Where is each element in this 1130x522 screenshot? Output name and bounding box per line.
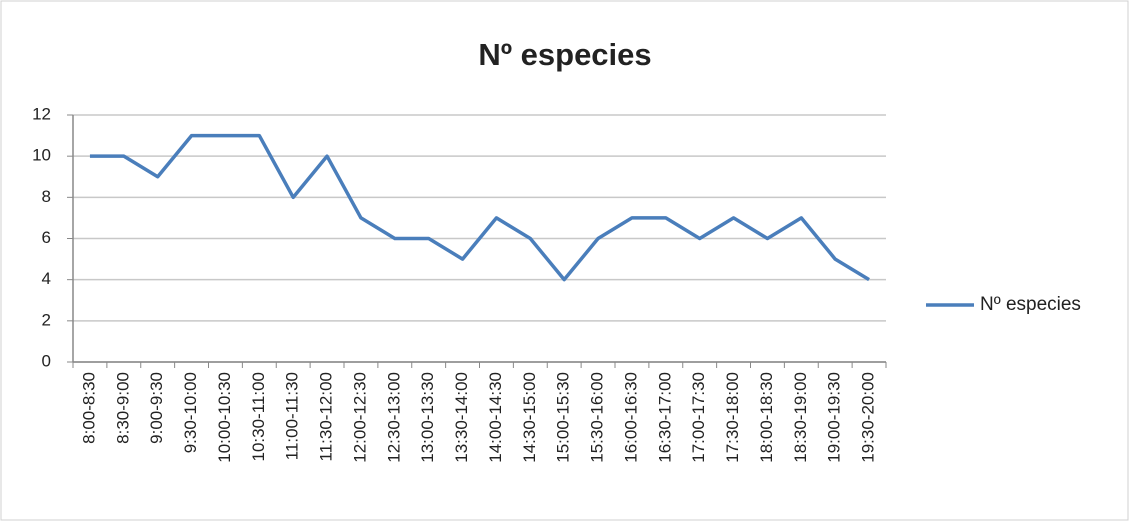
x-tick-label: 11:00-11:30 [283,372,302,460]
x-tick-label: 8:00-8:30 [79,372,98,444]
x-tick-label: 15:00-15:30 [554,372,573,463]
x-tick-label: 19:00-19:30 [825,372,844,463]
x-tick-label: 9:30-10:00 [181,372,200,453]
x-tick-label: 11:30-12:00 [317,372,336,461]
x-tick-label: 13:30-14:00 [452,372,471,463]
legend-label: Nº especies [980,294,1081,315]
y-tick-label: 4 [42,269,51,288]
x-tick-label: 18:30-19:00 [791,372,810,463]
x-tick-label: 10:00-10:30 [215,372,234,463]
x-tick-label: 13:00-13:30 [418,372,437,463]
x-tick-label: 12:30-13:00 [384,372,403,463]
x-tick-label: 10:30-11:00 [249,372,268,461]
data-line [89,133,870,282]
y-tick-label: 6 [42,228,51,247]
x-tick-label: 14:00-14:30 [486,372,505,463]
x-tick-label: 8:30-9:00 [113,372,132,444]
x-tick-label: 15:30-16:00 [588,372,607,463]
x-tick-label: 17:30-18:00 [723,372,742,463]
x-tick-label: 12:00-12:30 [350,372,369,463]
x-tick-label: 17:00-17:30 [689,372,708,463]
y-tick-label: 8 [42,187,51,206]
x-tick-label: 9:00-9:30 [147,372,166,444]
y-tick-label: 12 [32,104,51,123]
x-tick-label: 16:30-17:00 [655,372,674,463]
x-tick-label: 16:00-16:30 [621,372,640,463]
y-tick-label: 0 [42,351,51,370]
x-tick-label: 18:00-18:30 [757,372,776,463]
x-tick-label: 19:30-20:00 [859,372,878,463]
y-tick-label: 2 [42,310,51,329]
x-tick-label: 14:30-15:00 [520,372,539,463]
y-tick-label: 10 [32,146,51,165]
chart-title: Nº especies [478,37,651,72]
